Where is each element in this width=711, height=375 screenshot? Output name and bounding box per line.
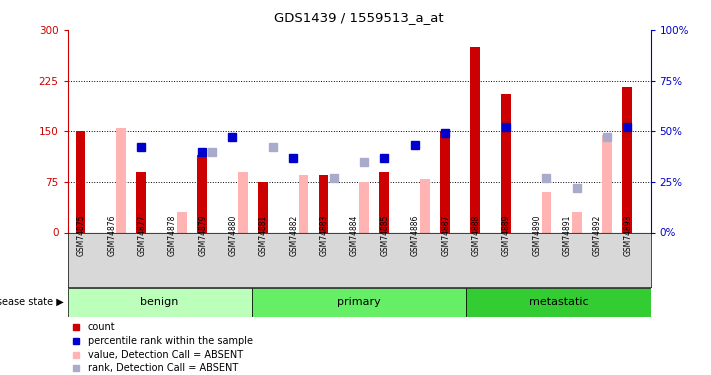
- Bar: [602, 135, 612, 232]
- Text: GSM74877: GSM74877: [137, 214, 146, 256]
- Bar: [572, 212, 582, 232]
- Bar: [137, 172, 146, 232]
- Text: GSM74888: GSM74888: [471, 214, 481, 256]
- Text: count: count: [88, 322, 116, 332]
- Bar: [420, 178, 430, 232]
- Text: GSM74893: GSM74893: [624, 214, 632, 256]
- Bar: [542, 192, 551, 232]
- Text: GSM74883: GSM74883: [320, 214, 328, 256]
- Bar: [258, 182, 267, 232]
- Text: GSM74887: GSM74887: [441, 214, 450, 256]
- Bar: [501, 94, 510, 232]
- Bar: [197, 155, 207, 232]
- Text: GSM74890: GSM74890: [533, 214, 541, 256]
- Bar: [238, 172, 247, 232]
- Bar: [252, 288, 466, 317]
- Text: metastatic: metastatic: [529, 297, 588, 307]
- Bar: [622, 87, 632, 232]
- Text: GSM74882: GSM74882: [289, 214, 299, 256]
- Text: GSM74884: GSM74884: [350, 214, 359, 256]
- Bar: [471, 47, 480, 232]
- Text: disease state ▶: disease state ▶: [0, 297, 64, 307]
- Text: GDS1439 / 1559513_a_at: GDS1439 / 1559513_a_at: [274, 11, 444, 24]
- Text: GSM74889: GSM74889: [502, 214, 511, 256]
- Bar: [440, 131, 450, 232]
- Bar: [68, 288, 252, 317]
- Text: benign: benign: [140, 297, 178, 307]
- Text: GSM74878: GSM74878: [168, 214, 177, 256]
- Bar: [380, 172, 389, 232]
- Text: GSM74879: GSM74879: [198, 214, 207, 256]
- Bar: [76, 131, 85, 232]
- Bar: [466, 288, 651, 317]
- Text: GSM74881: GSM74881: [259, 214, 268, 256]
- Bar: [359, 182, 369, 232]
- Text: GSM74886: GSM74886: [411, 214, 419, 256]
- Text: primary: primary: [337, 297, 381, 307]
- Text: GSM74875: GSM74875: [77, 214, 86, 256]
- Text: percentile rank within the sample: percentile rank within the sample: [88, 336, 253, 346]
- Text: GSM74885: GSM74885: [380, 214, 390, 256]
- Bar: [117, 128, 126, 232]
- Text: GSM74876: GSM74876: [107, 214, 116, 256]
- Text: rank, Detection Call = ABSENT: rank, Detection Call = ABSENT: [88, 363, 238, 373]
- Text: value, Detection Call = ABSENT: value, Detection Call = ABSENT: [88, 350, 243, 360]
- Bar: [177, 212, 187, 232]
- Text: GSM74892: GSM74892: [593, 214, 602, 256]
- Text: GSM74891: GSM74891: [562, 214, 572, 256]
- Bar: [319, 175, 328, 232]
- Bar: [299, 175, 309, 232]
- Text: GSM74880: GSM74880: [229, 214, 237, 256]
